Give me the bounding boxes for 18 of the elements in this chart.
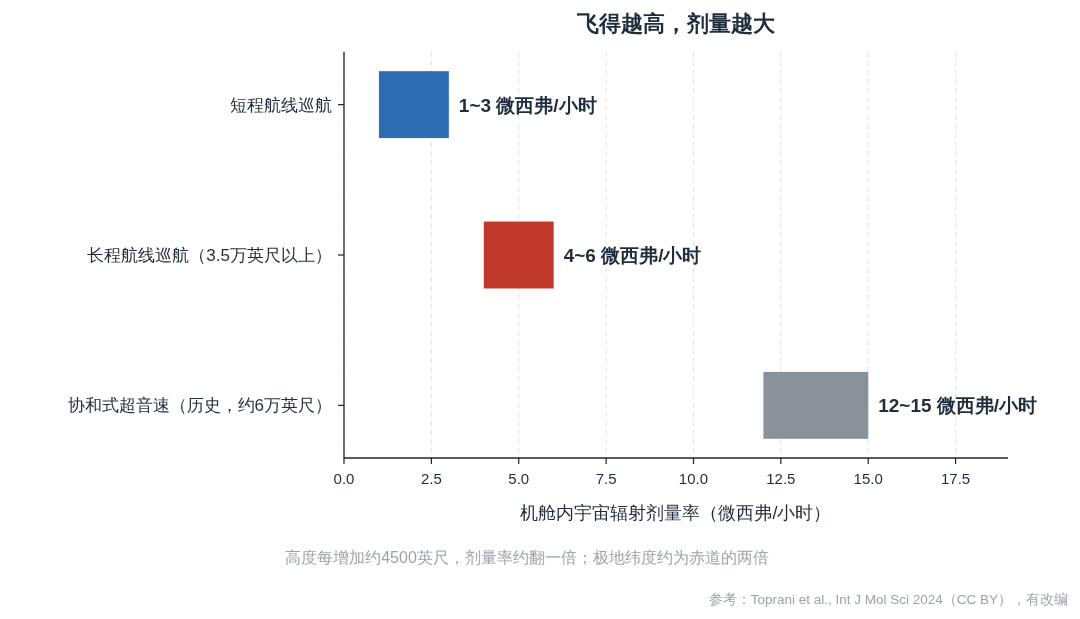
text: 参考：Toprani et al., Int J Mol Sci 2024（CC BY），有改编 <box>708 592 1068 607</box>
y-tick-label: 长程航线巡航（3.5万英尺以上） <box>87 245 332 265</box>
y-tick-label: 协和式超音速（历史，约6万英尺） <box>67 395 332 415</box>
x-axis-title: 机舱内宇宙辐射剂量率（微西弗/小时） <box>520 503 832 523</box>
x-tick-label: 7.5 <box>595 470 617 487</box>
x-tick-label: 10.0 <box>678 470 709 487</box>
x-tick-label: 5.0 <box>508 470 530 487</box>
x-tick-label: 2.5 <box>420 470 442 487</box>
text: 高度每增加约4500英尺，剂量率约翻一倍；极地纬度约为赤道的两倍 <box>285 549 769 566</box>
chart-title: 飞得越高，剂量越大 <box>576 11 776 36</box>
annotation: 12~15 微西弗/小时 <box>878 394 1038 416</box>
x-tick-label: 17.5 <box>940 470 971 487</box>
x-tick-label: 12.5 <box>766 470 796 487</box>
y-tick-label: 短程航线巡航 <box>230 95 332 115</box>
annotation: 4~6 微西弗/小时 <box>563 244 702 266</box>
x-tick-label: 15.0 <box>853 470 883 487</box>
x-tick-label: 0.0 <box>333 470 355 487</box>
annotation: 1~3 微西弗/小时 <box>458 94 597 116</box>
